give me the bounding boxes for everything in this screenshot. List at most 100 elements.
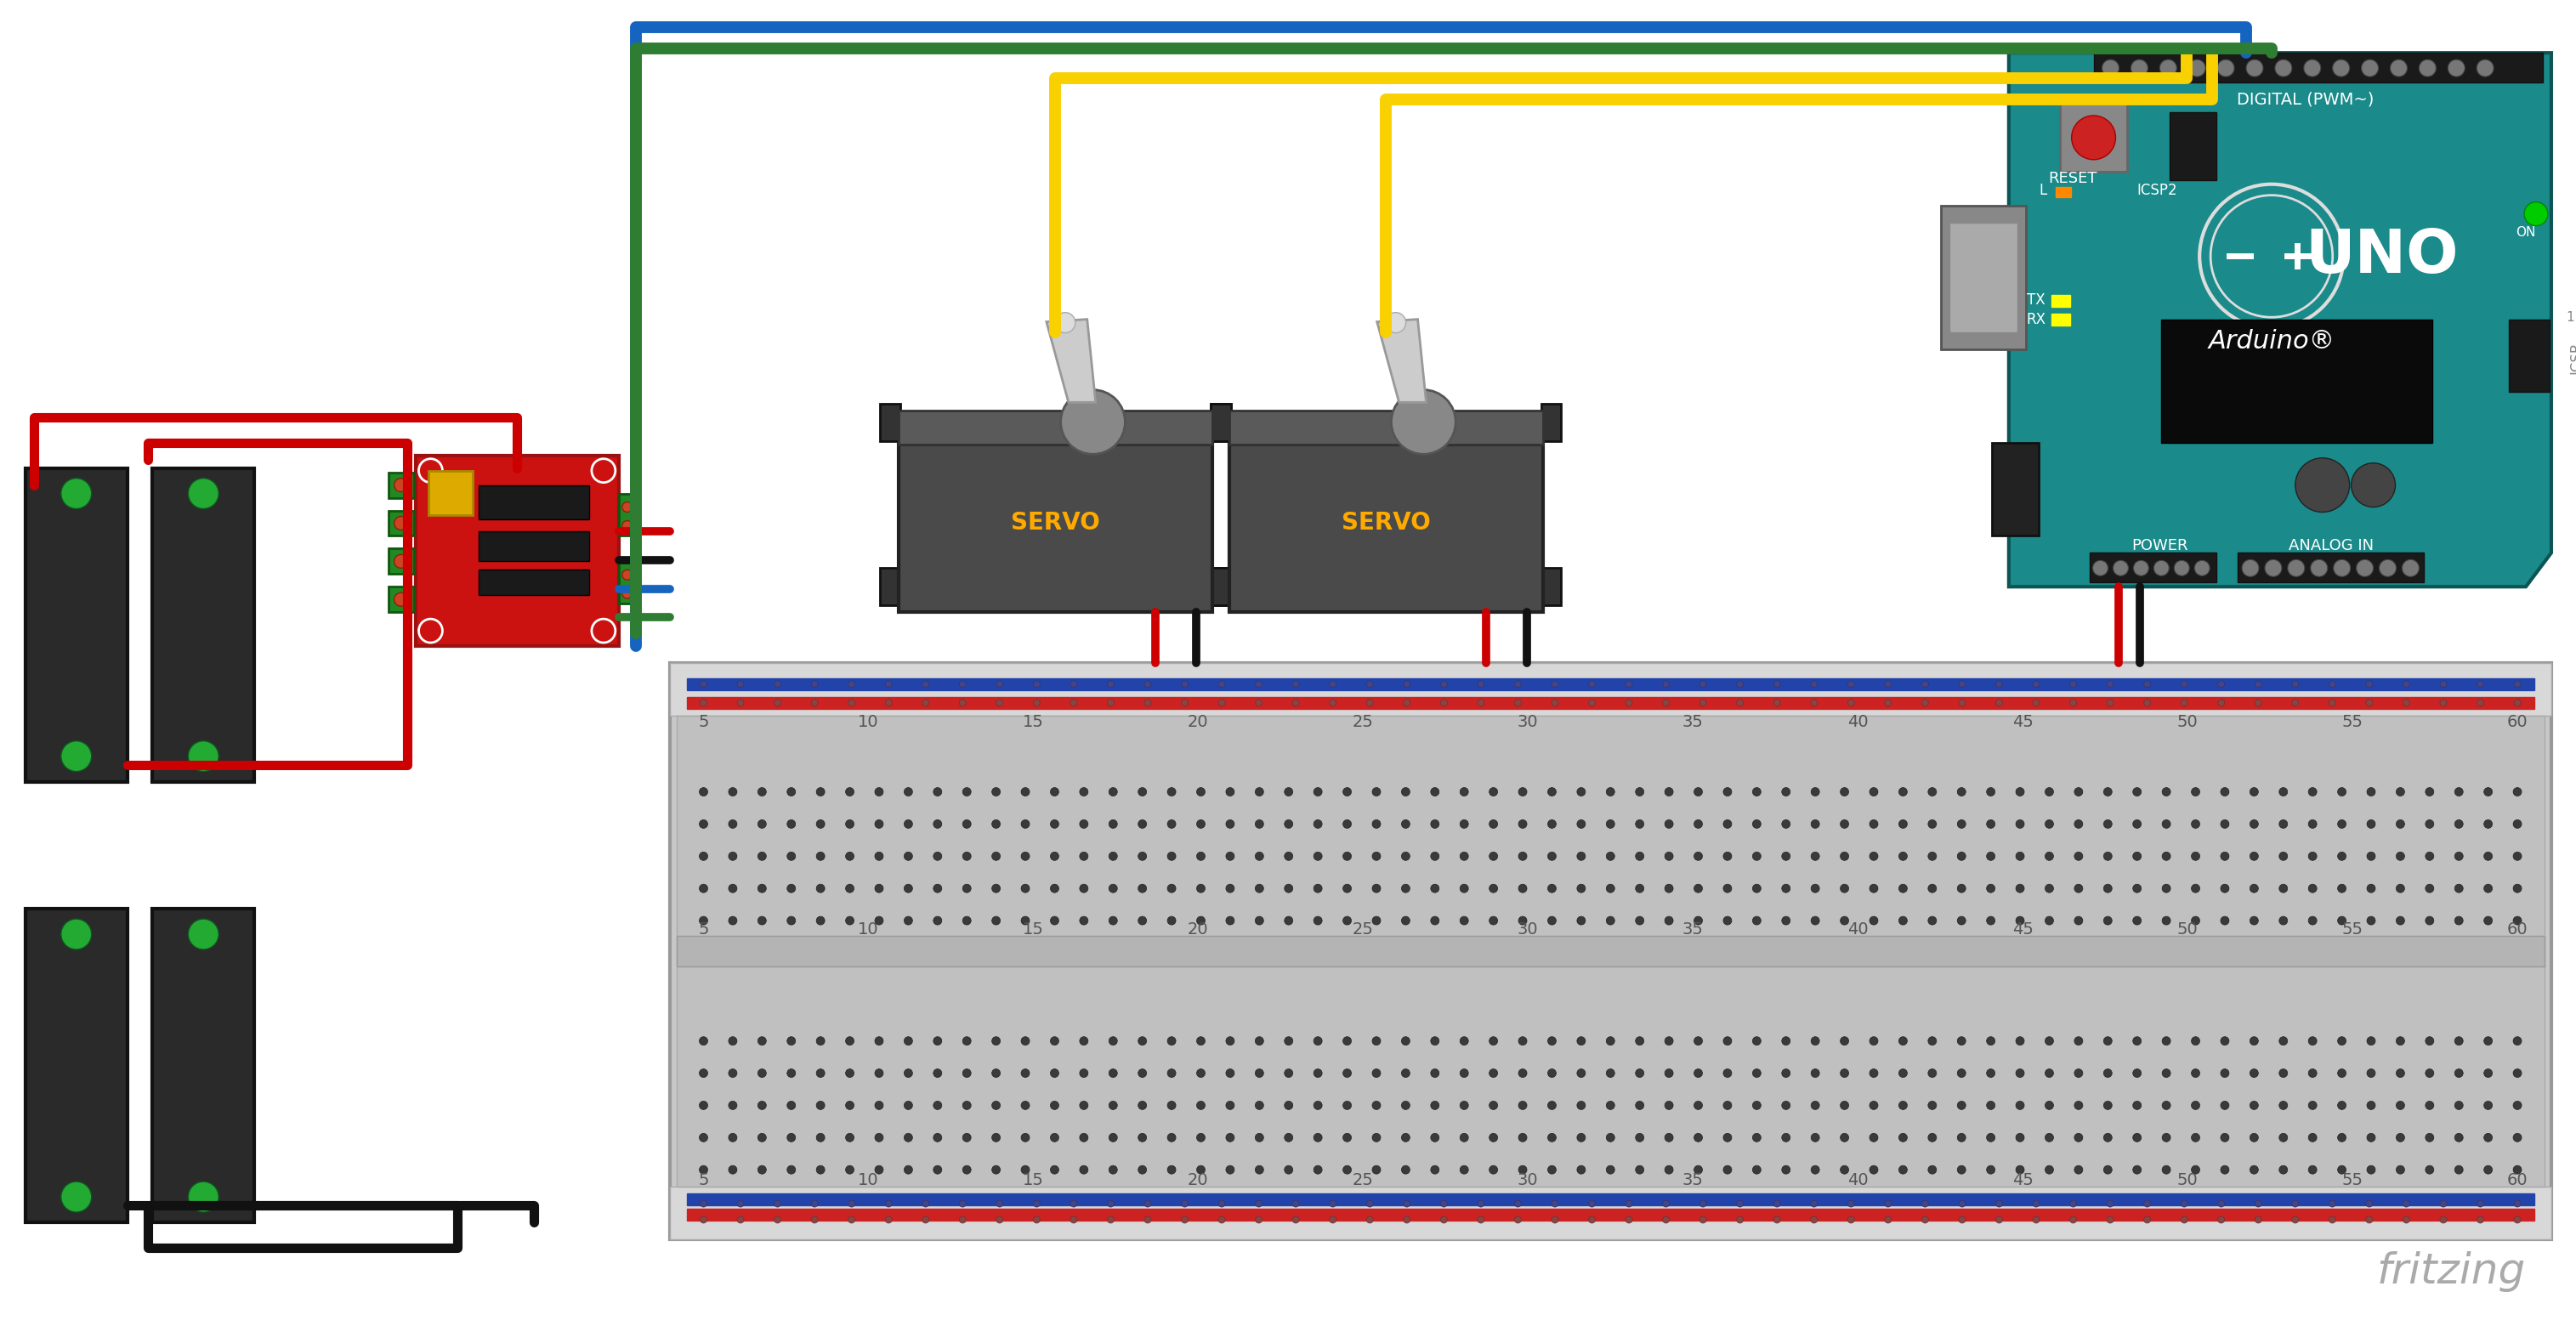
- Circle shape: [1489, 1101, 1497, 1110]
- Bar: [389, 472, 415, 497]
- Circle shape: [1577, 884, 1584, 892]
- Circle shape: [623, 570, 631, 579]
- Text: 15: 15: [1023, 922, 1043, 937]
- Circle shape: [904, 1037, 912, 1045]
- Circle shape: [2427, 853, 2434, 861]
- Circle shape: [1430, 1037, 1440, 1045]
- Circle shape: [876, 1166, 884, 1174]
- Circle shape: [1329, 699, 1337, 707]
- Circle shape: [1996, 1200, 2002, 1207]
- Circle shape: [1285, 916, 1293, 924]
- Circle shape: [992, 1069, 999, 1078]
- Circle shape: [729, 1101, 737, 1110]
- Circle shape: [1811, 1216, 1819, 1223]
- Circle shape: [1870, 819, 1878, 829]
- Circle shape: [1577, 916, 1584, 924]
- Circle shape: [729, 1037, 737, 1045]
- Circle shape: [1695, 1134, 1703, 1142]
- Circle shape: [848, 680, 855, 688]
- Circle shape: [1051, 916, 1059, 924]
- Circle shape: [2107, 1216, 2112, 1223]
- Circle shape: [2032, 699, 2040, 707]
- Circle shape: [1664, 916, 1674, 924]
- Circle shape: [2514, 1037, 2522, 1045]
- Circle shape: [2221, 819, 2228, 829]
- Circle shape: [1899, 1101, 1906, 1110]
- Circle shape: [2427, 1037, 2434, 1045]
- Circle shape: [1664, 884, 1674, 892]
- Circle shape: [2280, 1069, 2287, 1078]
- Circle shape: [1899, 1037, 1906, 1045]
- Circle shape: [1811, 680, 1819, 688]
- Circle shape: [1226, 884, 1234, 892]
- Circle shape: [2045, 1069, 2053, 1078]
- Circle shape: [1342, 916, 1352, 924]
- Circle shape: [757, 884, 765, 892]
- Circle shape: [845, 916, 855, 924]
- Circle shape: [1517, 1037, 1528, 1045]
- Circle shape: [775, 1216, 781, 1223]
- Circle shape: [1365, 680, 1373, 688]
- Circle shape: [1461, 916, 1468, 924]
- Circle shape: [2249, 1037, 2259, 1045]
- Circle shape: [2159, 60, 2177, 77]
- Circle shape: [992, 884, 999, 892]
- Circle shape: [1548, 916, 1556, 924]
- Circle shape: [1461, 1101, 1468, 1110]
- Circle shape: [2293, 1200, 2298, 1207]
- Circle shape: [1775, 680, 1780, 688]
- Circle shape: [1198, 1069, 1206, 1078]
- Circle shape: [1695, 853, 1703, 861]
- Bar: [881, 568, 899, 606]
- Circle shape: [1752, 884, 1762, 892]
- Circle shape: [2336, 916, 2347, 924]
- Circle shape: [2455, 853, 2463, 861]
- Circle shape: [1285, 884, 1293, 892]
- Circle shape: [963, 853, 971, 861]
- Circle shape: [1870, 1101, 1878, 1110]
- Circle shape: [958, 680, 966, 688]
- Circle shape: [2192, 884, 2200, 892]
- Circle shape: [1996, 680, 2002, 688]
- Circle shape: [2455, 788, 2463, 796]
- Circle shape: [1293, 1200, 1298, 1207]
- Circle shape: [757, 788, 765, 796]
- Circle shape: [1899, 916, 1906, 924]
- Circle shape: [2329, 699, 2336, 707]
- Circle shape: [1255, 1069, 1265, 1078]
- Circle shape: [2017, 1166, 2025, 1174]
- Circle shape: [1752, 1101, 1762, 1110]
- Circle shape: [1033, 1216, 1041, 1223]
- Bar: [479, 485, 590, 518]
- Circle shape: [729, 819, 737, 829]
- Circle shape: [757, 1134, 765, 1142]
- Circle shape: [62, 479, 93, 509]
- Circle shape: [2336, 1166, 2347, 1174]
- Bar: [1229, 444, 1543, 613]
- Circle shape: [2032, 680, 2040, 688]
- Circle shape: [1811, 1200, 1819, 1207]
- Bar: [677, 936, 2545, 967]
- Circle shape: [1811, 788, 1819, 796]
- Circle shape: [1577, 819, 1584, 829]
- Circle shape: [997, 699, 1002, 707]
- Circle shape: [2105, 788, 2112, 796]
- Circle shape: [1986, 853, 1994, 861]
- Circle shape: [1811, 819, 1819, 829]
- Bar: [1229, 411, 1543, 444]
- Circle shape: [1226, 916, 1234, 924]
- Circle shape: [788, 1037, 796, 1045]
- Circle shape: [876, 788, 884, 796]
- Circle shape: [2439, 699, 2447, 707]
- Circle shape: [1401, 819, 1409, 829]
- Circle shape: [1020, 884, 1030, 892]
- Circle shape: [420, 459, 443, 483]
- Circle shape: [1927, 1134, 1937, 1142]
- Circle shape: [1430, 1101, 1440, 1110]
- Circle shape: [2352, 463, 2396, 507]
- Circle shape: [1662, 699, 1669, 707]
- Circle shape: [2105, 884, 2112, 892]
- Text: ON: ON: [2517, 227, 2535, 239]
- Circle shape: [1811, 699, 1819, 707]
- Circle shape: [2403, 1200, 2409, 1207]
